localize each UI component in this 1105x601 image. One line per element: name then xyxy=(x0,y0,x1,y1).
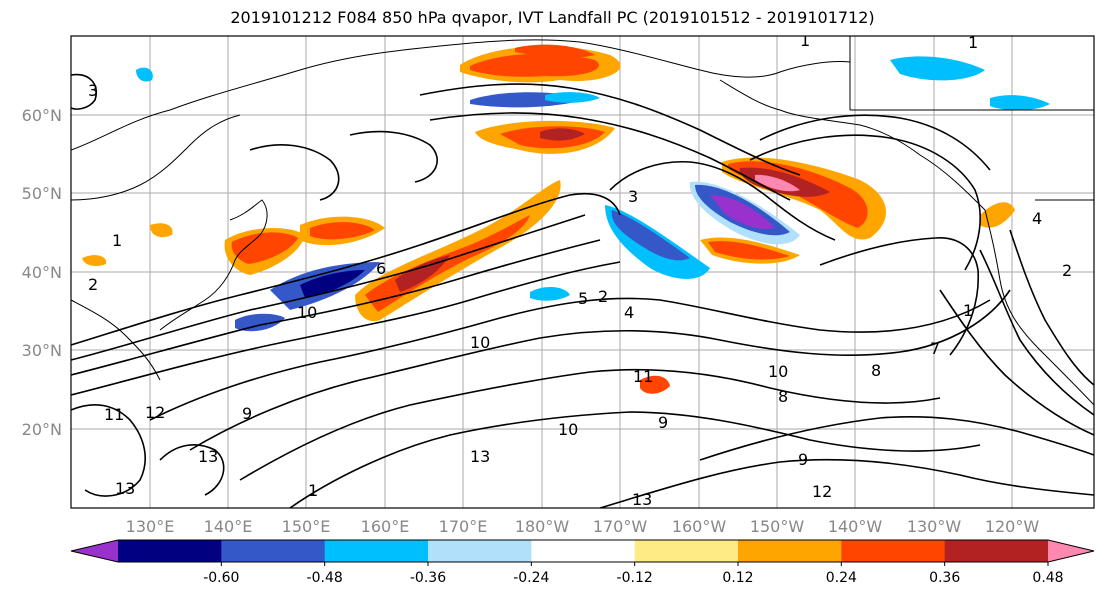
contour-label: 10 xyxy=(297,303,317,322)
colorbar-tick-label: -0.36 xyxy=(410,570,446,586)
colorbar-tick-label: -0.48 xyxy=(307,570,343,586)
colorbar-outline xyxy=(70,539,1095,563)
colorbar-tick-label: 0.48 xyxy=(1032,570,1063,586)
contour-label: 9 xyxy=(242,404,252,423)
contour-label: 13 xyxy=(632,490,652,509)
colorbar-segment xyxy=(841,540,946,562)
lon-label: 170°W xyxy=(593,517,648,536)
contour-label: 12 xyxy=(812,482,832,501)
colorbar-tick-label: 0.24 xyxy=(826,570,857,586)
contour-label: 2 xyxy=(598,287,608,306)
contour-labels: 1 1 3 10 9 12 11 13 13 10 13 10 12 13 8 … xyxy=(88,31,1072,509)
colorbar-tick-label: 0.36 xyxy=(929,570,960,586)
lon-label: 140°E xyxy=(204,517,253,536)
map-title: 2019101212 F084 850 hPa qvapor, IVT Land… xyxy=(230,8,875,27)
contour-label: 8 xyxy=(871,361,881,380)
contour-label: 2 xyxy=(88,275,98,294)
longitude-labels: 130°E 140°E 150°E 160°E 170°E 180°W 170°… xyxy=(126,517,1040,536)
contour-label: 9 xyxy=(658,413,668,432)
contour-label: 13 xyxy=(198,447,218,466)
colorbar-tick-label: -0.24 xyxy=(513,570,549,586)
lon-label: 170°E xyxy=(439,517,488,536)
contour-label: 1 xyxy=(112,231,122,250)
colorbar-tick-label: -0.60 xyxy=(203,570,239,586)
colorbar-extend-high xyxy=(1048,540,1094,562)
contour-label: 1 xyxy=(308,481,318,500)
lat-label: 60°N xyxy=(22,106,62,125)
lon-label: 140°W xyxy=(828,517,883,536)
colorbar-tick-label: -0.12 xyxy=(617,570,653,586)
coastlines xyxy=(71,36,1094,406)
colorbar-segment xyxy=(634,540,739,562)
qvapor-shading xyxy=(82,44,1050,394)
contour-label: 13 xyxy=(115,479,135,498)
contour-label: 10 xyxy=(558,420,578,439)
contour-label: 7 xyxy=(930,339,940,358)
contour-label: 11 xyxy=(104,405,124,424)
colorbar-segment xyxy=(428,540,532,562)
latitude-labels: 60°N 50°N 40°N 30°N 20°N xyxy=(22,106,62,439)
contour-label: 4 xyxy=(1032,209,1042,228)
contour-label: 5 xyxy=(578,289,588,308)
contour-label: 1 xyxy=(968,33,978,52)
lat-label: 30°N xyxy=(22,341,62,360)
ivt-contours xyxy=(71,73,1094,508)
colorbar-extend-low xyxy=(71,540,118,562)
contour-label: 1 xyxy=(963,301,973,320)
lon-label: 180°W xyxy=(515,517,570,536)
contour-label: 12 xyxy=(145,403,165,422)
contour-label: 2 xyxy=(1062,261,1072,280)
lon-label: 130°E xyxy=(126,517,175,536)
contour-label: 3 xyxy=(88,81,98,100)
lon-label: 120°W xyxy=(985,517,1040,536)
lon-label: 130°W xyxy=(907,517,962,536)
colorbar-segment xyxy=(118,540,222,562)
lon-label: 160°W xyxy=(672,517,727,536)
graticule xyxy=(71,36,1094,508)
colorbar-segment xyxy=(221,540,326,562)
contour-label: 1 xyxy=(800,31,810,50)
contour-label: 3 xyxy=(628,187,638,206)
colorbar-segment xyxy=(738,540,842,562)
contour-label: 6 xyxy=(376,259,386,278)
lat-label: 40°N xyxy=(22,263,62,282)
lon-label: 150°E xyxy=(282,517,331,536)
colorbar-segment xyxy=(944,540,1049,562)
colorbar-segment xyxy=(531,540,636,562)
map-border xyxy=(70,35,1095,509)
contour-label: 8 xyxy=(778,387,788,406)
colorbar-tick-label: 0.12 xyxy=(722,570,753,586)
map-layers: 1 1 3 10 9 12 11 13 13 10 13 10 12 13 8 … xyxy=(71,31,1094,509)
contour-label: 13 xyxy=(470,447,490,466)
lat-label: 50°N xyxy=(22,184,62,203)
lat-label: 20°N xyxy=(22,420,62,439)
contour-label: 10 xyxy=(470,333,490,352)
contour-label: 10 xyxy=(768,362,788,381)
lon-label: 150°W xyxy=(750,517,805,536)
colorbar-segment xyxy=(324,540,429,562)
contour-label: 9 xyxy=(798,450,808,469)
colorbar: -0.60 -0.48 -0.36 -0.24 -0.12 0.12 0.24 0.36 0.4… xyxy=(70,539,1095,586)
contour-label: 4 xyxy=(624,303,634,322)
lon-label: 160°E xyxy=(361,517,410,536)
contour-label: 11 xyxy=(633,367,653,386)
